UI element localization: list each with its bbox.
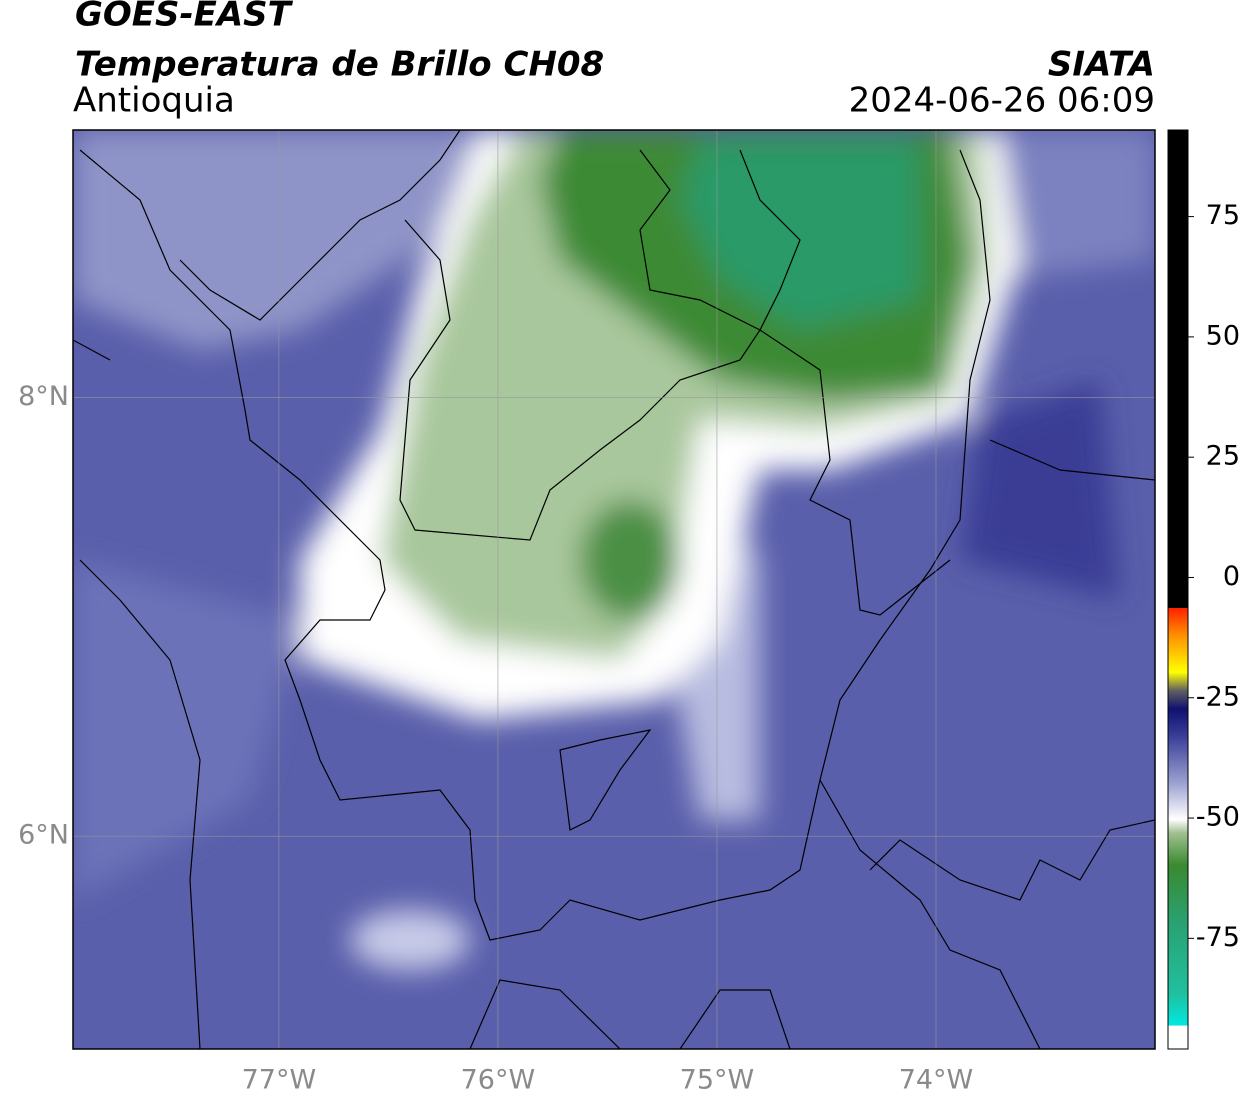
- colorbar: [1167, 129, 1189, 1050]
- graticule: [73, 130, 1155, 1049]
- colorbar-tick-label: -75: [1196, 922, 1240, 953]
- lon-tick-label: 74°W: [899, 1065, 974, 1096]
- lat-tick-label: 6°N: [18, 820, 69, 851]
- lon-tick-label: 77°W: [242, 1065, 317, 1096]
- colorbar-tick-label: 0: [1223, 561, 1240, 592]
- colorbar-tick-label: -25: [1196, 681, 1240, 712]
- colorbar-tick-label: 75: [1206, 200, 1240, 231]
- lat-tick-label: 8°N: [18, 381, 69, 412]
- colorbar-tick-label: -50: [1196, 802, 1240, 833]
- region: Antioquia: [73, 81, 235, 121]
- subtitle: Temperatura de Brillo CH08: [75, 45, 604, 85]
- title: GOES-EAST: [75, 0, 294, 35]
- datetime: 2024-06-26 06:09: [849, 81, 1155, 121]
- map-axes: 77°W 76°W 75°W 74°W 8°N 6°N: [18, 381, 973, 1095]
- lon-tick-label: 75°W: [680, 1065, 755, 1096]
- satellite-image: [73, 130, 1155, 1049]
- colorbar-tick-label: 25: [1206, 441, 1240, 472]
- map-frame: [72, 129, 1156, 1050]
- colorbar-axis: 75 50 25 0 -25 -50 -75: [1188, 200, 1240, 953]
- colorbar-tick-label: 50: [1206, 320, 1240, 351]
- source: SIATA: [1048, 45, 1155, 85]
- lon-tick-label: 76°W: [461, 1065, 536, 1096]
